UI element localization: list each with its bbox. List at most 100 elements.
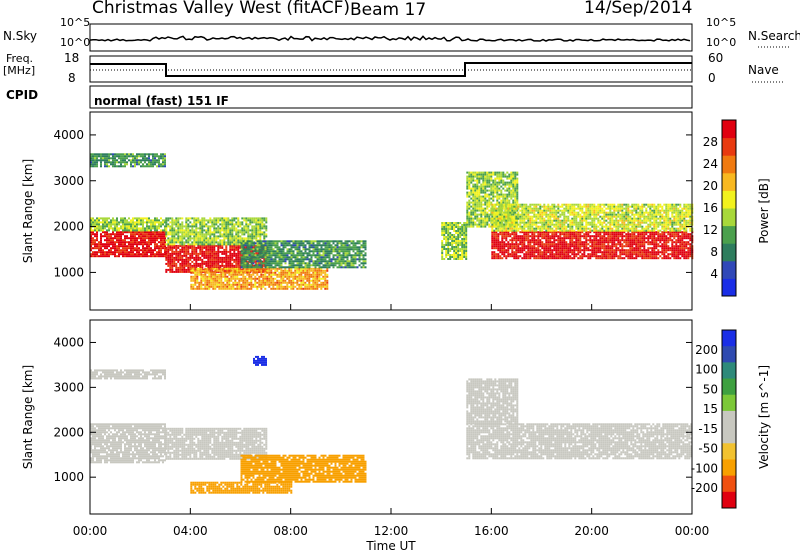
echo-cell: [502, 181, 505, 184]
echo-cell: [197, 246, 200, 249]
echo-cell: [146, 219, 148, 222]
echo-cell: [290, 256, 293, 259]
echo-cell: [495, 255, 498, 258]
echo-cell: [181, 270, 184, 273]
echo-cell: [557, 247, 560, 250]
echo-cell: [525, 251, 528, 254]
echo-cell: [541, 257, 544, 260]
echo-cell: [187, 235, 190, 238]
echo-cell: [167, 260, 170, 263]
echo-cell: [140, 161, 142, 164]
echo-cell: [486, 173, 489, 176]
echo-cell: [451, 236, 454, 238]
echo-cell: [241, 231, 244, 234]
echo-cell: [136, 231, 138, 234]
echo-cell: [252, 242, 255, 245]
echo-cell: [447, 252, 450, 254]
echo-cell: [150, 253, 152, 256]
echo-cell: [234, 277, 237, 280]
echo-cell: [247, 223, 250, 226]
echo-cell: [322, 256, 325, 259]
echo-cell: [499, 255, 502, 258]
echo-cell: [443, 246, 446, 248]
echo-cell: [493, 245, 496, 248]
echo-cell: [237, 244, 240, 247]
echo-cell: [252, 273, 255, 276]
echo-cell: [468, 175, 471, 178]
echo-cell: [304, 246, 307, 249]
echo-cell: [197, 237, 200, 240]
echo-cell: [263, 235, 266, 238]
echo-cell: [314, 250, 317, 253]
echo-cell: [242, 252, 245, 255]
echo-cell: [110, 223, 112, 226]
beam-label: Beam 17: [350, 0, 427, 20]
echo-cell: [167, 264, 170, 267]
echo-cell: [266, 254, 269, 257]
echo-cell: [274, 273, 277, 276]
echo-cell: [250, 273, 253, 276]
echo-cell: [199, 221, 202, 224]
echo-cell: [211, 246, 214, 249]
echo-cell: [579, 239, 582, 242]
echo-cell: [227, 229, 230, 232]
echo-cell: [555, 255, 558, 258]
echo-cell: [244, 262, 247, 265]
echo-cell: [263, 217, 266, 220]
echo-cell: [497, 257, 500, 260]
echo-cell: [187, 237, 190, 240]
echo-cell: [344, 256, 347, 259]
echo-cell: [527, 255, 530, 258]
echo-cell: [205, 248, 208, 251]
echo-cell: [248, 240, 251, 243]
echo-cell: [482, 189, 485, 192]
echo-cell: [154, 219, 156, 222]
echo-cell: [306, 262, 309, 265]
echo-cell: [171, 225, 174, 228]
echo-cell: [466, 187, 469, 190]
echo-cell: [354, 252, 357, 255]
echo-cell: [201, 231, 204, 234]
echo-cell: [516, 179, 519, 182]
echo-cell: [122, 231, 124, 234]
echo-cell: [266, 283, 269, 286]
echo-cell: [506, 175, 509, 178]
echo-cell: [102, 225, 104, 228]
echo-cell: [557, 235, 560, 238]
echo-cell: [94, 163, 96, 166]
echo-cell: [265, 235, 268, 238]
echo-cell: [563, 235, 566, 238]
echo-cell: [300, 256, 303, 259]
echo-cell: [154, 239, 156, 242]
echo-cell: [308, 277, 311, 280]
echo-cell: [583, 235, 586, 238]
echo-cell: [496, 197, 499, 200]
echo-cell: [192, 285, 195, 288]
echo-cell: [260, 246, 263, 249]
echo-cell: [571, 239, 574, 242]
echo-cell: [195, 221, 198, 224]
echo-cell: [120, 165, 122, 168]
echo-cell: [258, 277, 261, 280]
echo-cell: [212, 279, 215, 282]
echo-cell: [445, 256, 448, 258]
echo-cell: [523, 231, 526, 234]
echo-cell: [480, 171, 483, 174]
echo-cell: [555, 233, 558, 236]
echo-cell: [96, 227, 98, 230]
echo-cell: [513, 233, 516, 236]
echo-cell: [242, 258, 245, 261]
echo-cell: [179, 231, 182, 234]
echo-cell: [510, 195, 513, 198]
echo-cell: [251, 250, 254, 253]
echo-cell: [474, 193, 477, 196]
echo-cell: [445, 244, 448, 246]
echo-cell: [280, 277, 283, 280]
echo-cell: [144, 165, 146, 168]
echo-cell: [240, 256, 243, 259]
echo-cell: [156, 221, 158, 224]
echo-cell: [541, 241, 544, 244]
echo-cell: [264, 258, 267, 261]
echo-cell: [328, 250, 331, 253]
echo-cell: [272, 244, 275, 247]
